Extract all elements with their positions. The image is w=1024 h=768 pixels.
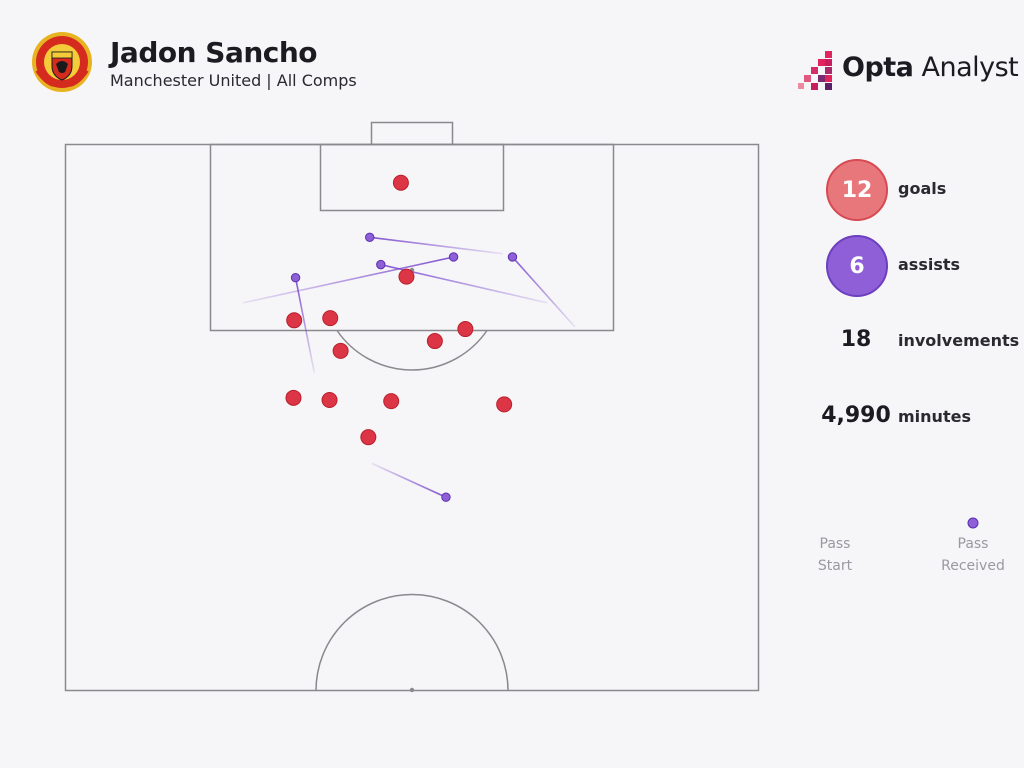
goal-shot-marker [285, 389, 302, 406]
goal-shot-marker [457, 321, 474, 338]
assist-pass-line [369, 236, 503, 255]
pitch-outline [64, 143, 760, 692]
minutes-count: 4,990 [821, 403, 891, 428]
goals-label: goals [898, 179, 947, 198]
minutes-label: minutes [898, 407, 971, 426]
goal-shot-marker [360, 429, 377, 446]
assist-received-marker [441, 492, 451, 502]
goal-shot-marker [392, 174, 409, 191]
six-yard-box [319, 143, 505, 212]
goal-shot-marker [398, 268, 415, 285]
goals-count-badge: 12 [826, 159, 888, 221]
centre-spot [409, 687, 415, 693]
penalty-arc [336, 330, 488, 371]
assist-pass-line [242, 256, 454, 304]
legend-pass-received: Pass Received [941, 536, 1005, 574]
goal-shot-marker [286, 312, 303, 329]
centre-circle [315, 593, 509, 691]
involvements-label: involvements [898, 331, 1020, 350]
goal-shot-marker [332, 342, 349, 359]
assist-received-marker [365, 232, 375, 243]
goal-shot-marker [383, 393, 400, 410]
goal-shot-marker [322, 310, 339, 327]
legend-received-marker [967, 517, 979, 529]
assist-pass-line [294, 277, 316, 373]
brand-name: Opta Analyst [842, 52, 1019, 83]
assist-received-marker [448, 252, 459, 262]
opta-analyst-brand: Opta Analyst [798, 48, 1019, 90]
assist-received-marker [290, 273, 301, 283]
goal-shot-marker [321, 392, 338, 409]
assists-label: assists [898, 255, 961, 274]
involvements-count: 18 [840, 327, 872, 352]
opta-logo-icon [798, 51, 832, 90]
assist-pass-line [371, 462, 447, 498]
assist-received-marker [507, 252, 518, 262]
goal-shot-marker [496, 396, 513, 413]
subtitle: Manchester United | All Comps [110, 71, 357, 90]
pass-legend [835, 517, 979, 529]
goal-frame [370, 121, 454, 146]
assist-pass-line [511, 256, 576, 328]
goal-shot-marker [426, 333, 443, 350]
player-name: Jadon Sancho [110, 36, 318, 69]
assist-received-marker [376, 259, 386, 270]
assists-count-badge: 6 [826, 235, 888, 297]
club-crest-logo [32, 32, 92, 92]
legend-pass-start: Pass Start [817, 536, 853, 574]
